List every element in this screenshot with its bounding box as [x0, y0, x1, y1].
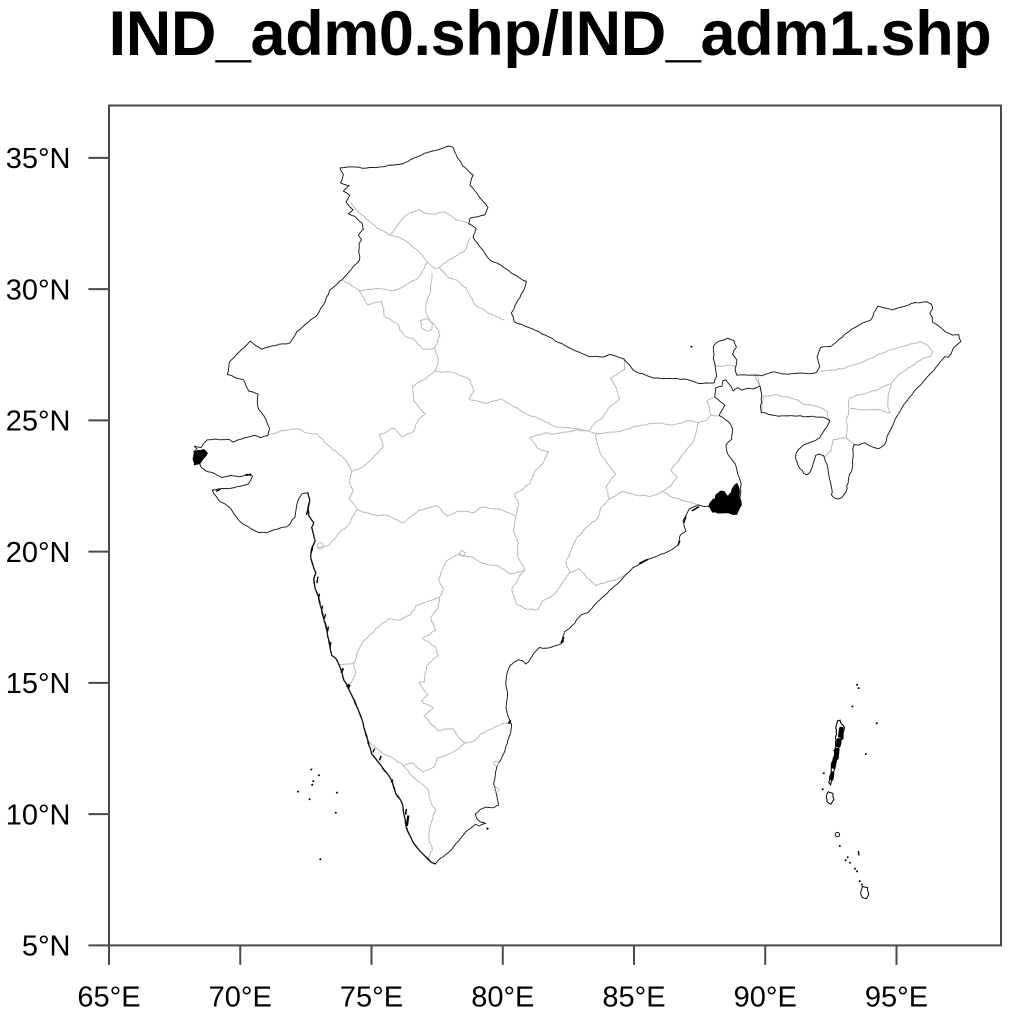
svg-text:75°E: 75°E: [340, 982, 403, 1014]
svg-text:85°E: 85°E: [602, 982, 665, 1014]
svg-text:65°E: 65°E: [77, 982, 140, 1014]
svg-text:20°N: 20°N: [6, 537, 71, 569]
svg-text:90°E: 90°E: [734, 982, 797, 1014]
svg-text:IND_adm0.shp/IND_adm1.shp: IND_adm0.shp/IND_adm1.shp: [109, 0, 992, 69]
svg-text:35°N: 35°N: [6, 143, 71, 175]
svg-text:5°N: 5°N: [22, 931, 71, 963]
svg-text:10°N: 10°N: [6, 799, 71, 831]
svg-text:70°E: 70°E: [209, 982, 272, 1014]
svg-text:80°E: 80°E: [471, 982, 534, 1014]
svg-text:25°N: 25°N: [6, 406, 71, 438]
svg-text:30°N: 30°N: [6, 274, 71, 306]
svg-text:15°N: 15°N: [6, 668, 71, 700]
svg-text:95°E: 95°E: [865, 982, 928, 1014]
